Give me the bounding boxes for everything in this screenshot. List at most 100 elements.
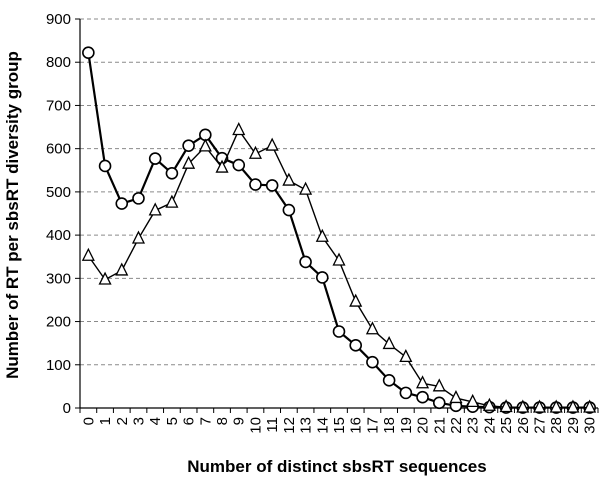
data-point (265, 179, 279, 192)
x-tick-label: 24 (481, 417, 498, 434)
y-tick-label: 300 (46, 270, 71, 287)
data-point (366, 355, 379, 369)
x-tick-label: 1 (97, 417, 114, 425)
x-tick-label: 4 (147, 417, 164, 425)
x-tick-label: 0 (80, 417, 97, 425)
x-tick-label: 28 (548, 417, 565, 434)
data-point (98, 271, 112, 285)
data-point (349, 293, 363, 307)
data-point (165, 194, 179, 208)
x-tick-label: 26 (515, 417, 532, 434)
data-point (165, 167, 179, 180)
x-tick-label: 16 (348, 417, 365, 434)
data-point (432, 378, 446, 392)
x-tick-label: 3 (130, 417, 147, 425)
x-tick-label: 25 (498, 417, 515, 434)
x-tick-label: 2 (114, 417, 131, 425)
x-tick-labels: 0 1 2 3 4 5 6 7 8 9 10 11 12 13 14 15 16 17 18 19 20 21 22 23 24… (80, 417, 598, 434)
data-point (382, 374, 396, 387)
data-point (349, 339, 363, 352)
data-point (566, 399, 580, 413)
y-tick-label: 800 (46, 54, 71, 71)
data-point (416, 390, 429, 404)
data-point (299, 181, 313, 195)
data-point (449, 390, 463, 404)
data-point (215, 159, 229, 173)
data-point (315, 228, 329, 242)
data-point (432, 396, 446, 410)
data-point (131, 230, 146, 244)
x-tick-label: 5 (164, 417, 181, 425)
data-point (365, 321, 379, 335)
data-point (82, 46, 95, 60)
y-axis-title: Number of RT per sbsRT diversity group (3, 51, 22, 379)
series-line (87, 128, 590, 409)
x-axis-title: Number of distinct sbsRT sequences (187, 457, 486, 476)
data-point (198, 138, 212, 152)
data-point (248, 145, 263, 159)
y-tick-label: 400 (46, 227, 71, 244)
y-tick-label: 100 (46, 357, 71, 374)
x-tick-label: 30 (582, 417, 599, 434)
data-point (115, 197, 129, 210)
data-point (81, 247, 95, 261)
x-tick-label: 10 (247, 417, 264, 434)
x-tick-label: 9 (231, 417, 248, 425)
data-point (549, 399, 563, 413)
data-point (482, 397, 496, 411)
y-tick-label: 200 (46, 314, 71, 331)
data-point (182, 155, 196, 169)
data-point (265, 137, 279, 151)
gridlines (80, 18, 598, 366)
data-point (132, 192, 145, 205)
data-point (499, 399, 513, 413)
data-point (516, 399, 530, 413)
series-1 (82, 46, 596, 414)
data-point (415, 375, 430, 389)
data-point (115, 262, 129, 276)
data-point (282, 172, 296, 186)
data-point (332, 252, 346, 266)
data-point (532, 399, 547, 413)
x-tick-label: 7 (197, 417, 214, 425)
data-point (382, 335, 396, 350)
data-point (148, 152, 162, 165)
data-point (282, 203, 296, 217)
x-tick-label: 27 (532, 417, 549, 434)
data-point (98, 159, 112, 173)
y-tick-label: 700 (46, 97, 71, 114)
data-point (466, 393, 480, 407)
data-point (232, 158, 246, 172)
data-point (332, 325, 346, 338)
data-point (232, 122, 246, 136)
series-2 (81, 122, 597, 413)
x-tick-label: 6 (181, 417, 198, 425)
x-tick-label: 12 (281, 417, 298, 434)
y-tick-label: 900 (46, 11, 71, 28)
y-tick-label: 600 (46, 141, 71, 158)
x-tick-label: 21 (431, 417, 448, 434)
data-point (299, 255, 312, 269)
x-tick-label: 15 (331, 417, 348, 434)
axes (75, 18, 599, 413)
data-point (148, 202, 162, 216)
data-point (399, 348, 413, 363)
x-tick-label: 23 (465, 417, 482, 434)
x-tick-label: 22 (448, 417, 465, 434)
data-point (315, 271, 329, 284)
x-tick-label: 17 (364, 417, 381, 434)
x-tick-label: 13 (298, 417, 315, 434)
x-tick-label: 29 (565, 417, 582, 434)
x-tick-label: 11 (264, 417, 281, 433)
y-tick-label: 500 (46, 184, 71, 201)
x-tick-label: 19 (398, 417, 415, 434)
x-tick-label: 18 (381, 417, 398, 434)
x-tick-label: 20 (415, 417, 432, 434)
y-tick-labels: 0 100 200 300 400 500 600 700 800 900 (46, 11, 71, 417)
data-point (182, 139, 195, 152)
data-point (583, 399, 597, 413)
data-point (249, 178, 262, 191)
data-point (399, 386, 413, 400)
y-tick-label: 0 (63, 400, 71, 417)
